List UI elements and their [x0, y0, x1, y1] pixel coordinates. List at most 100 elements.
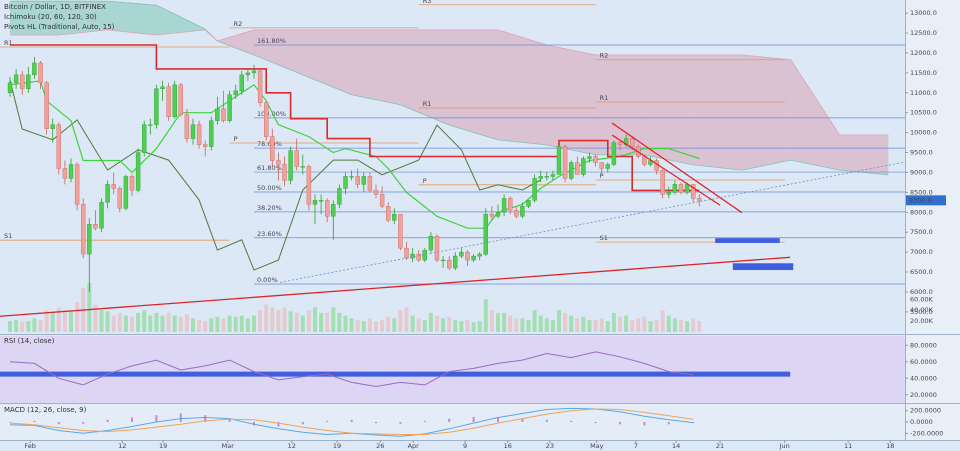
candle-body [379, 194, 385, 207]
macd-histogram-bar [9, 422, 12, 423]
y-tick-label: 7500.0 [910, 228, 933, 236]
macd-histogram-bar [179, 413, 182, 422]
cloud-segment [595, 54, 645, 155]
volume-bar [697, 321, 702, 332]
candle-body [190, 124, 196, 139]
macd-tick-label: -200.0000 [910, 429, 943, 437]
candle-body [251, 70, 257, 74]
candle-body [263, 102, 269, 137]
candle-body [538, 176, 543, 179]
volume-bar [685, 321, 690, 332]
x-tick-label: 23 [546, 442, 554, 450]
candle-body [501, 198, 507, 213]
price-axis-area [905, 0, 960, 440]
y-tick-label: 11500.0 [910, 69, 937, 77]
candle-body [446, 259, 452, 269]
candle-body [148, 124, 153, 126]
candle-body [532, 178, 537, 201]
macd-histogram-bar [155, 415, 158, 422]
y-tick-label: 12500.0 [910, 29, 937, 37]
volume-bar [630, 320, 635, 332]
candle-body [172, 84, 177, 117]
indicator-legend: Ichimoku (20, 60, 120, 30) [4, 13, 97, 21]
candle-body [245, 72, 251, 76]
candle-body [74, 164, 80, 205]
pivot-label: R2 [234, 20, 243, 28]
candle-body [270, 136, 275, 161]
volume-bar [678, 320, 683, 332]
volume-bar [398, 310, 403, 332]
volume-bar [495, 312, 500, 332]
volume-bar [489, 310, 494, 332]
x-tick-label: 12 [118, 442, 126, 450]
candle-body [56, 124, 62, 169]
cloud-segment [302, 29, 352, 95]
candle-body [593, 156, 598, 163]
volume-bar [270, 307, 275, 332]
candle-body [581, 158, 586, 175]
candle-body [117, 188, 123, 209]
volume-bar [251, 315, 256, 332]
y-tick-label: 9500.0 [910, 149, 933, 157]
last-price-tag [906, 195, 946, 206]
y-tick-label: 13000.0 [910, 9, 937, 17]
volume-bar [550, 320, 555, 332]
volume-bar [532, 310, 537, 332]
candle-body [629, 138, 635, 147]
volume-bar [14, 320, 19, 332]
cloud-span-b [10, 29, 889, 136]
cloud-segment [10, 1, 59, 36]
volume-tick-label: 20.00K [910, 317, 934, 325]
zone-box [715, 238, 780, 243]
pivot-label: P [423, 177, 427, 185]
candle-body [324, 200, 330, 217]
volume-bar [410, 315, 415, 332]
candle-body [318, 200, 324, 202]
candle-body [404, 247, 409, 259]
candle-body [477, 253, 482, 257]
volume-bar [459, 321, 464, 332]
volume-bar [434, 315, 439, 332]
volume-tick-label: 40.00K [910, 306, 934, 314]
macd-histogram-bar [643, 422, 646, 426]
x-tick-label: 19 [159, 442, 167, 450]
y-tick-label: 8000.0 [910, 208, 933, 216]
candle-body [257, 70, 263, 103]
candle-body [166, 86, 171, 117]
rsi-title: RSI (14, close) [4, 337, 55, 345]
macd-tick-label: 0.0000 [910, 418, 933, 426]
volume-bar [87, 282, 92, 332]
candle-body [215, 108, 220, 121]
cloud-segment [741, 54, 791, 171]
candle-body [135, 152, 141, 191]
candle-body [514, 210, 519, 217]
volume-bar [62, 310, 67, 332]
volume-bar [209, 318, 214, 332]
x-tick-label: Apr [408, 442, 420, 450]
volume-bar [20, 322, 25, 332]
candle-body [605, 164, 610, 169]
volume-bar [56, 307, 61, 332]
macd-histogram-bar [301, 422, 304, 425]
volume-bar [465, 320, 470, 332]
volume-bar [123, 315, 128, 332]
volume-bar [105, 311, 110, 332]
candle-body [123, 176, 129, 209]
fib-label: 78.60% [257, 140, 282, 148]
candle-body [672, 184, 678, 193]
trend-line [0, 256, 791, 317]
candle-body [495, 212, 501, 217]
candle-body [68, 164, 74, 179]
x-tick-label: Jun [779, 442, 790, 450]
volume-bar [520, 318, 525, 332]
candle-body [410, 253, 415, 259]
candle-body [568, 162, 574, 179]
volume-bar [294, 312, 299, 332]
volume-bar [373, 321, 378, 332]
x-tick-label: 18 [886, 442, 894, 450]
cloud-segment [253, 29, 303, 75]
volume-bar [636, 318, 641, 332]
volume-bar [416, 318, 421, 332]
volume-bar [227, 315, 232, 332]
candle-body [526, 200, 531, 207]
